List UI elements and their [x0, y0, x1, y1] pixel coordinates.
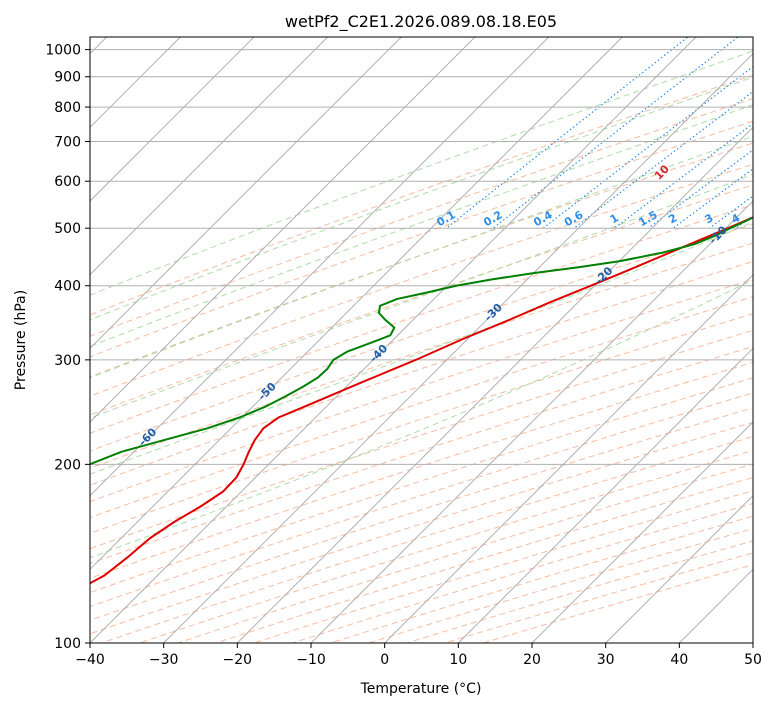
isotherm-line — [531, 421, 753, 643]
isotherm-line — [384, 273, 753, 643]
x-tick-label: 20 — [523, 652, 541, 668]
y-tick-label: 900 — [54, 70, 81, 86]
y-tick-label: 300 — [54, 353, 81, 369]
chart-title: wetPf2_C2E1.2026.089.08.18.E05 — [285, 12, 557, 32]
y-tick-label: 200 — [54, 457, 81, 473]
dry-adiabat-line — [90, 313, 753, 534]
y-tick-label: 400 — [54, 279, 81, 295]
isotherm-line — [605, 494, 753, 643]
isotherm-line — [236, 126, 753, 643]
isotherm-line — [90, 37, 623, 571]
x-tick-label: 10 — [449, 652, 467, 668]
dry-adiabat-line — [90, 204, 753, 434]
isotherm-line — [90, 37, 697, 643]
x-axis-ticks: −40 −30 −20 −10 0 10 20 30 40 50 — [75, 643, 762, 668]
isotherm-lines — [90, 37, 753, 643]
dry-adiabat-line — [90, 345, 753, 565]
isotherm-line — [90, 37, 402, 350]
x-axis-label: Temperature (°C) — [360, 681, 482, 697]
x-tick-label: −20 — [223, 652, 253, 668]
isotherm-line — [90, 37, 550, 497]
plot-area: 0.10.20.40.611.52346810131620253036-100-… — [90, 37, 753, 643]
sounding-series — [90, 216, 753, 585]
dry-adiabat-line — [90, 377, 753, 594]
x-tick-label: 40 — [670, 652, 688, 668]
dewpoint-line — [90, 216, 753, 466]
isotherm-line — [163, 52, 753, 643]
moist-adiabat-line — [90, 173, 753, 419]
isotherm-line — [90, 37, 329, 276]
y-tick-label: 100 — [54, 636, 81, 652]
moist-adiabat-line — [90, 221, 753, 475]
dry-adiabat-line — [90, 74, 753, 316]
y-axis-label: Pressure (hPa) — [13, 290, 29, 390]
moist-adiabat-line — [90, 135, 753, 379]
y-tick-label: 700 — [54, 134, 81, 150]
temperature-line — [90, 216, 753, 585]
dry-adiabat-line — [90, 184, 753, 416]
isotherm-line — [457, 347, 753, 643]
plot-frame — [89, 36, 754, 644]
x-tick-label: 0 — [380, 652, 389, 668]
dry-adiabat-line — [90, 98, 753, 337]
y-tick-label: 600 — [54, 174, 81, 190]
isotherm-line — [90, 37, 476, 423]
y-tick-label: 1000 — [45, 43, 81, 59]
isotherm-line — [90, 37, 255, 202]
x-tick-label: −40 — [75, 652, 105, 668]
moist-adiabat-line — [90, 76, 753, 321]
dry-adiabat-line — [90, 278, 753, 503]
x-tick-label: 50 — [744, 652, 762, 668]
y-tick-label: 800 — [54, 100, 81, 116]
dry-adiabat-line — [90, 242, 753, 469]
x-tick-label: 30 — [597, 652, 615, 668]
y-tick-label: 500 — [54, 221, 81, 237]
y-axis-ticks: 100 200 300 400 500 600 700 800 900 1000 — [45, 43, 90, 652]
moist-adiabats — [90, 50, 753, 559]
dry-adiabats — [90, 74, 753, 643]
x-tick-label: −30 — [149, 652, 179, 668]
moist-adiabat-line — [90, 50, 753, 296]
isotherm-line — [310, 200, 753, 643]
pressure-grid-lines — [90, 49, 753, 643]
x-tick-label: −10 — [296, 652, 326, 668]
moist-adiabat-line — [90, 104, 753, 347]
